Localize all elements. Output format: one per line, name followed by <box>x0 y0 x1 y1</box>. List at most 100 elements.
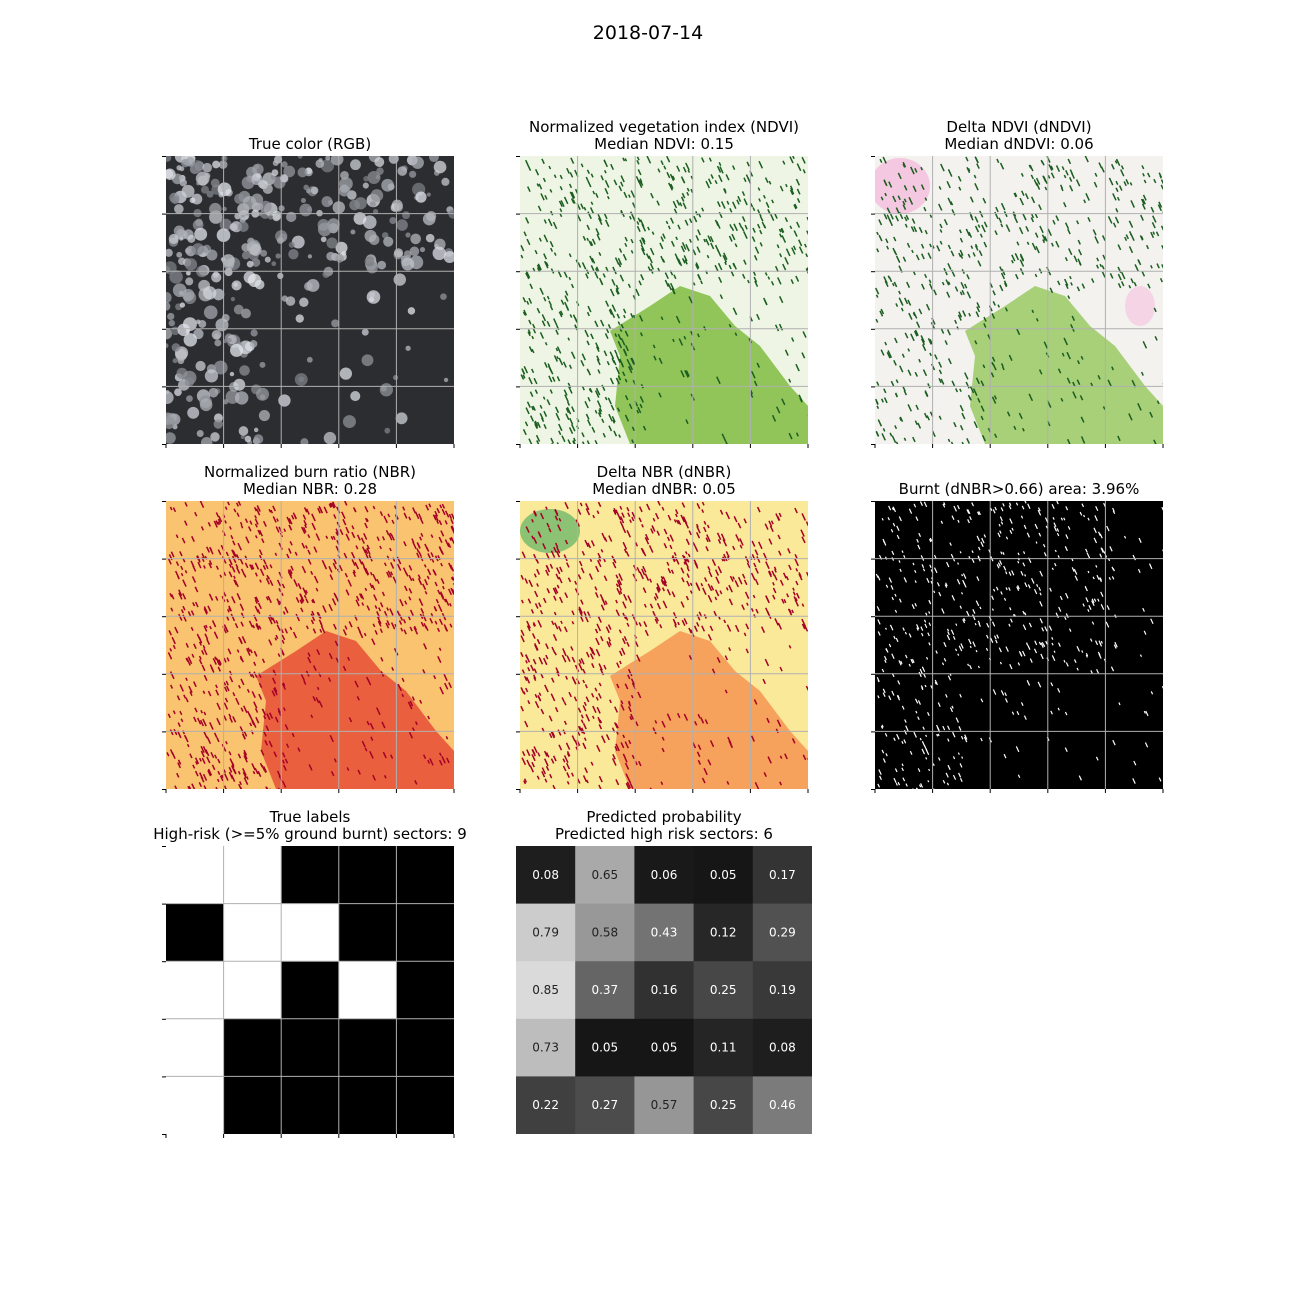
prob-cell-r4-c2 <box>634 1076 695 1134</box>
rgb-gridlines <box>166 156 454 444</box>
prob-cell-r2-c2 <box>634 961 695 1020</box>
prob-cell-r4-c0 <box>516 1076 576 1134</box>
prob-value-r0-c2: 0.06 <box>651 868 678 882</box>
prob-value-r2-c4: 0.19 <box>769 983 796 997</box>
prob-value-r0-c0: 0.08 <box>532 868 559 882</box>
labels-ticks <box>162 846 455 1138</box>
dnbr-title: Delta NBR (dNBR) Median dNBR: 0.05 <box>464 464 864 498</box>
label-cell-r4-c1 <box>223 1076 282 1134</box>
prob-cell-r4-c1 <box>575 1076 635 1134</box>
prob-cell-r1-c4 <box>752 903 812 962</box>
prob-value-r2-c0: 0.85 <box>532 983 559 997</box>
prob-cell-r0-c4 <box>752 846 812 905</box>
prob-value-r4-c1: 0.27 <box>591 1098 618 1112</box>
prob-value-r1-c2: 0.43 <box>651 925 678 939</box>
nbr-title: Normalized burn ratio (NBR) Median NBR: … <box>110 464 510 498</box>
prob-cell-r3-c0 <box>516 1018 576 1077</box>
prob-cell-r4-c3 <box>693 1076 754 1134</box>
dnbr-gridlines <box>520 501 808 789</box>
label-cell-r2-c1 <box>223 961 282 1019</box>
prob-value-r3-c4: 0.08 <box>769 1041 796 1055</box>
prob-cell-r0-c3 <box>693 846 754 905</box>
ndvi-subtitle-line: Median NDVI: 0.15 <box>594 135 734 153</box>
label-cell-r0-c1 <box>223 846 282 904</box>
label-cell-r0-c2 <box>281 846 339 904</box>
ndvi-title: Normalized vegetation index (NDVI) Media… <box>464 119 864 153</box>
prob-value-r0-c1: 0.65 <box>591 868 618 882</box>
prob-value-r4-c4: 0.46 <box>769 1098 796 1112</box>
prob-value-r2-c1: 0.37 <box>591 983 618 997</box>
prob-cell-r4-c4 <box>752 1076 812 1134</box>
ndvi-raster <box>520 156 808 444</box>
nbr-image <box>166 501 454 789</box>
prob-cell-r2-c1 <box>575 961 635 1020</box>
burnt-title: Burnt (dNBR>0.66) area: 3.96% <box>819 481 1219 498</box>
prob-value-r3-c2: 0.05 <box>651 1041 678 1055</box>
dndvi-subtitle-line: Median dNDVI: 0.06 <box>944 135 1094 153</box>
prob-value-r0-c3: 0.05 <box>710 868 737 882</box>
prob-cell-r1-c1 <box>575 903 635 962</box>
burnt-ticks <box>871 501 1164 793</box>
prob-value-r3-c3: 0.11 <box>710 1041 737 1055</box>
rgb-title: True color (RGB) <box>110 136 510 153</box>
label-cell-r4-c0 <box>166 1076 224 1134</box>
prob-cell-r1-c2 <box>634 903 695 962</box>
nbr-raster <box>166 501 454 789</box>
nbr-ticks <box>162 501 455 793</box>
prob-cell-r0-c1 <box>575 846 635 905</box>
ndvi-image <box>520 156 808 444</box>
rgb-title-line: True color (RGB) <box>248 135 372 153</box>
label-cell-r2-c4 <box>396 961 454 1019</box>
labels-title: True labels High-risk (>=5% ground burnt… <box>110 809 510 843</box>
prob-value-r1-c3: 0.12 <box>710 925 737 939</box>
dndvi-raster <box>875 156 1163 444</box>
label-cell-r0-c3 <box>338 846 397 904</box>
ndvi-title-line: Normalized vegetation index (NDVI) <box>529 118 799 136</box>
label-cell-r1-c3 <box>338 903 397 962</box>
prob-cell-r2-c0 <box>516 961 576 1020</box>
burnt-image <box>875 501 1163 789</box>
prob-cell-r3-c1 <box>575 1018 635 1077</box>
nbr-title-line: Normalized burn ratio (NBR) <box>203 463 417 481</box>
label-cell-r2-c3 <box>338 961 397 1019</box>
dndvi-title: Delta NDVI (dNDVI) Median dNDVI: 0.06 <box>819 119 1219 153</box>
prob-value-r3-c1: 0.05 <box>591 1041 618 1055</box>
label-cell-r3-c3 <box>338 1018 397 1077</box>
dnbr-title-line: Delta NBR (dNBR) <box>596 463 732 481</box>
dnbr-ticks <box>516 501 809 793</box>
prob-value-r3-c0: 0.73 <box>532 1041 559 1055</box>
ndvi-gridlines <box>520 156 808 444</box>
prob-subtitle-line: Predicted high risk sectors: 6 <box>555 825 773 843</box>
dndvi-gridlines <box>875 156 1163 444</box>
ndvi-ticks <box>516 156 809 448</box>
rgb-image <box>166 156 454 444</box>
prob-title: Predicted probability Predicted high ris… <box>464 809 864 843</box>
prob-value-r4-c0: 0.22 <box>532 1098 559 1112</box>
label-cell-r3-c4 <box>396 1018 454 1077</box>
prob-value-r2-c3: 0.25 <box>710 983 737 997</box>
prob-value-r1-c0: 0.79 <box>532 925 559 939</box>
dndvi-image <box>875 156 1163 444</box>
labels-subtitle-line: High-risk (>=5% ground burnt) sectors: 9 <box>153 825 467 843</box>
burnt-gridlines <box>875 501 1163 789</box>
label-cell-r0-c4 <box>396 846 454 904</box>
prob-cell-r0-c0 <box>516 846 576 905</box>
label-cell-r1-c0 <box>166 903 224 962</box>
prob-cell-r2-c4 <box>752 961 812 1020</box>
label-cell-r3-c0 <box>166 1018 224 1077</box>
rgb-raster <box>166 156 454 444</box>
prob-cell-r3-c3 <box>693 1018 754 1077</box>
labels-gridlines <box>166 846 454 1134</box>
dnbr-raster <box>520 501 808 789</box>
dndvi-ticks <box>871 156 1164 448</box>
prob-value-r4-c3: 0.25 <box>710 1098 737 1112</box>
nbr-gridlines <box>166 501 454 789</box>
label-cell-r4-c4 <box>396 1076 454 1134</box>
dnbr-subtitle-line: Median dNBR: 0.05 <box>592 480 736 498</box>
labels-title-line: True labels <box>269 808 351 826</box>
true-labels-grid <box>166 846 454 1134</box>
rgb-ticks <box>162 156 455 448</box>
label-cell-r1-c4 <box>396 903 454 962</box>
prob-cell-r2-c3 <box>693 961 754 1020</box>
prob-cell-r3-c4 <box>752 1018 812 1077</box>
